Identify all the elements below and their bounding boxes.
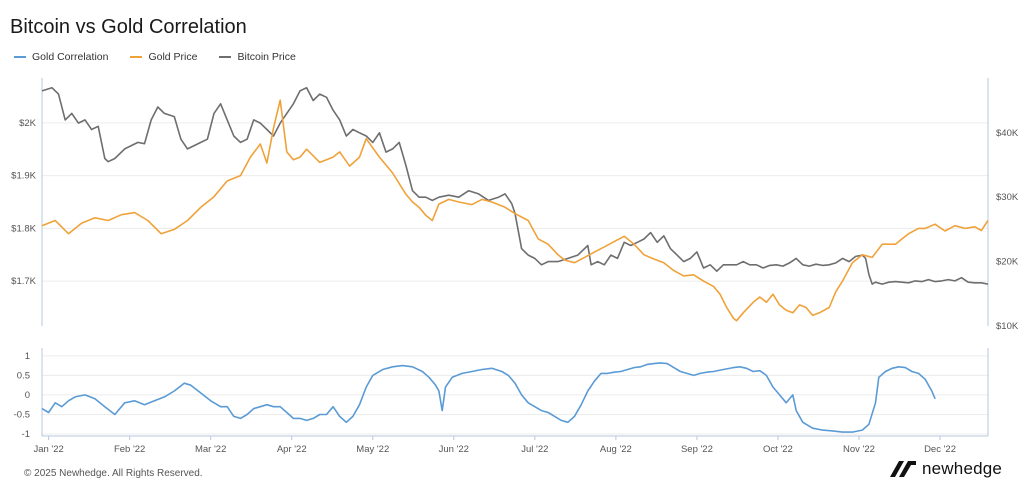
newhedge-logo-icon bbox=[890, 461, 916, 477]
correlation-axis-tick-label: 0.5 bbox=[17, 370, 30, 381]
x-axis-tick-label: Oct '22 bbox=[763, 444, 793, 455]
x-axis-tick-label: Jul '22 bbox=[521, 444, 548, 455]
left-axis-tick-label: $1.8K bbox=[11, 223, 36, 234]
right-axis-tick-label: $40K bbox=[996, 128, 1019, 139]
series-lines bbox=[41, 86, 989, 433]
upper-gridlines bbox=[42, 122, 988, 282]
x-axis-tick-label: Aug '22 bbox=[600, 444, 632, 455]
x-axis-tick-label: May '22 bbox=[356, 444, 389, 455]
x-axis-tick-label: Nov '22 bbox=[843, 444, 875, 455]
left-axis-tick-label: $1.7K bbox=[11, 276, 36, 287]
legend-item-gold-correlation[interactable]: Gold Correlation bbox=[14, 51, 108, 63]
series-line-bitcoin-price[interactable] bbox=[41, 86, 989, 285]
left-axis-tick-label: $1.9K bbox=[11, 171, 36, 182]
legend-label-gold-correlation: Gold Correlation bbox=[32, 51, 109, 63]
x-axis-tick-label: Mar '22 bbox=[195, 444, 226, 455]
right-axis-tick-label: $30K bbox=[996, 192, 1019, 203]
x-axis-tick-label: Apr '22 bbox=[277, 444, 307, 455]
legend-swatch-gold-correlation bbox=[14, 56, 26, 58]
x-axis-tick-label: Feb '22 bbox=[114, 444, 145, 455]
legend-item-bitcoin-price[interactable]: Bitcoin Price bbox=[219, 51, 296, 63]
correlation-axis-tick-label: 1 bbox=[25, 351, 30, 362]
legend-label-bitcoin-price: Bitcoin Price bbox=[237, 51, 296, 63]
legend: Gold Correlation Gold Price Bitcoin Pric… bbox=[14, 51, 296, 63]
x-axis-tick-label: Jan '22 bbox=[33, 444, 63, 455]
legend-swatch-bitcoin-price bbox=[219, 56, 232, 58]
copyright-text: © 2025 Newhedge. All Rights Reserved. bbox=[24, 468, 203, 479]
brand-logo[interactable]: newhedge bbox=[890, 459, 1002, 479]
correlation-axis-tick-label: -1 bbox=[22, 429, 30, 440]
lower-gridlines bbox=[42, 355, 988, 435]
correlation-axis-tick-label: -0.5 bbox=[14, 409, 30, 420]
x-axis-tick-label: Jun '22 bbox=[439, 444, 469, 455]
series-line-gold-correlation[interactable] bbox=[41, 362, 936, 433]
tick-labels: $2K $1.9K $1.8K $1.7K $40K $30K $20K $10K 1 0.5 0 -… bbox=[11, 118, 1019, 455]
correlation-axis-tick-label: 0 bbox=[25, 390, 30, 401]
brand-name: newhedge bbox=[922, 459, 1003, 478]
chart-title: Bitcoin vs Gold Correlation bbox=[10, 16, 247, 38]
legend-label-gold-price: Gold Price bbox=[148, 51, 198, 63]
legend-swatch-gold-price bbox=[130, 56, 143, 58]
legend-item-gold-price[interactable]: Gold Price bbox=[130, 51, 197, 63]
right-axis-tick-label: $20K bbox=[996, 257, 1019, 268]
left-axis-tick-label: $2K bbox=[19, 118, 37, 129]
x-axis-tick-label: Dec '22 bbox=[924, 444, 956, 455]
right-axis-tick-label: $10K bbox=[996, 321, 1019, 332]
chart-axes bbox=[41, 78, 989, 440]
x-axis-tick-label: Sep '22 bbox=[681, 444, 713, 455]
series-line-gold-price[interactable] bbox=[41, 99, 989, 322]
